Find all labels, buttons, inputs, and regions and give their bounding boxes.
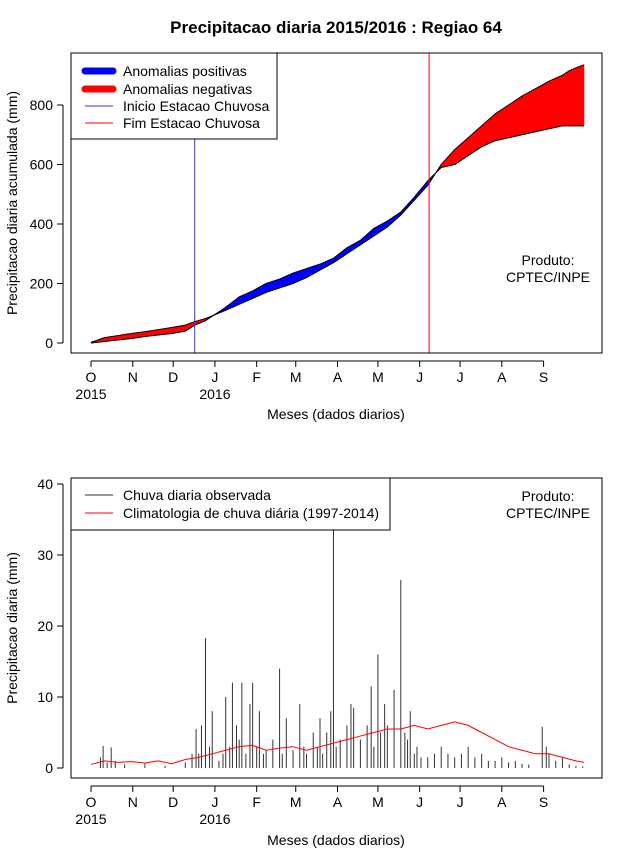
- legend-box: [70, 477, 391, 531]
- x-axis-cumulative: O N D J F M A M J J A S 2015 2016: [75, 360, 548, 402]
- x-tick-label: J: [416, 369, 423, 385]
- product-label: Produto:: [522, 488, 575, 504]
- legend-label-start: Inicio Estacao Chuvosa: [123, 98, 270, 114]
- y-axis-label-cumulative: Precipitacao diaria acumulada (mm): [4, 91, 20, 315]
- x-tick-label: A: [497, 369, 507, 385]
- y-tick-label: 400: [30, 216, 54, 232]
- observed-accumulation-line: [90, 125, 584, 344]
- y-axis-label-daily: Precipitacao diaria (mm): [4, 552, 20, 704]
- x-tick-label: J: [457, 794, 464, 810]
- y-tick-label: 20: [37, 618, 53, 634]
- legend-cumulative: Anomalias positivas Anomalias negativas …: [70, 52, 278, 140]
- x-tick-label: S: [539, 794, 548, 810]
- year-label: 2016: [199, 386, 230, 402]
- x-tick-label: J: [211, 794, 218, 810]
- chart-title: Precipitacao diaria 2015/2016 : Regiao 6…: [170, 18, 502, 37]
- x-tick-label: A: [333, 369, 343, 385]
- climatology-lines: [90, 721, 585, 765]
- y-tick-label: 800: [30, 97, 54, 113]
- x-tick-label: D: [168, 794, 178, 810]
- year-label: 2016: [199, 811, 230, 827]
- x-tick-label: J: [416, 794, 423, 810]
- x-tick-label: M: [372, 794, 384, 810]
- negative-anomaly-segment: [582, 64, 585, 127]
- x-tick-label: O: [86, 794, 97, 810]
- plot-frame-cumulative: [70, 52, 603, 354]
- year-label: 2015: [75, 811, 106, 827]
- x-tick-label: N: [128, 369, 138, 385]
- x-tick-label: J: [457, 369, 464, 385]
- x-tick-label: N: [128, 794, 138, 810]
- y-tick-label: 0: [45, 760, 53, 776]
- daily-panel: 0 10 20 30 40 O N D J F M A M J J A S 2015 2016 Precipita…: [4, 476, 603, 848]
- y-tick-label: 600: [30, 157, 54, 173]
- x-tick-label: S: [539, 369, 548, 385]
- product-source: CPTEC/INPE: [506, 505, 590, 521]
- legend-label-climatology: Climatologia de chuva diária (1997-2014): [123, 505, 379, 521]
- x-tick-label: M: [372, 369, 384, 385]
- x-tick-label: A: [497, 794, 507, 810]
- y-tick-label: 30: [37, 547, 53, 563]
- legend-label-positive: Anomalias positivas: [123, 63, 247, 79]
- x-tick-label: F: [252, 794, 261, 810]
- y-tick-label: 0: [45, 335, 53, 351]
- y-axis-daily: 0 10 20 30 40: [37, 476, 64, 776]
- x-tick-label: J: [211, 369, 218, 385]
- y-tick-label: 200: [30, 276, 54, 292]
- legend-label-negative: Anomalias negativas: [123, 81, 252, 97]
- x-tick-label: F: [252, 369, 261, 385]
- x-tick-label: A: [333, 794, 343, 810]
- observed-rain-bars: [99, 526, 584, 768]
- y-axis-cumulative: 0 200 400 600 800: [30, 97, 64, 351]
- climatology-accumulation-line: [90, 64, 585, 343]
- x-tick-label: O: [86, 369, 97, 385]
- x-axis-daily: O N D J F M A M J J A S 2015 2016: [75, 785, 548, 827]
- product-label: Produto:: [522, 252, 575, 268]
- x-tick-label: M: [290, 369, 302, 385]
- product-source: CPTEC/INPE: [506, 269, 590, 285]
- year-label: 2015: [75, 386, 106, 402]
- legend-box: [70, 52, 278, 140]
- x-axis-label-cumulative: Meses (dados diarios): [267, 406, 405, 422]
- legend-label-end: Fim Estacao Chuvosa: [123, 115, 260, 131]
- y-tick-label: 40: [37, 476, 53, 492]
- x-tick-label: M: [290, 794, 302, 810]
- climatology-daily-line: [90, 721, 585, 765]
- x-tick-label: D: [168, 369, 178, 385]
- legend-daily: Chuva diaria observada Climatologia de c…: [70, 477, 391, 531]
- legend-label-observed: Chuva diaria observada: [123, 487, 271, 503]
- y-tick-label: 10: [37, 689, 53, 705]
- cumulative-panel: 0 200 400 600 800 O N D J F M A M J J A S 2015 2016 Preci…: [4, 52, 603, 422]
- accumulation-lines: [90, 64, 585, 344]
- x-axis-label-daily: Meses (dados diarios): [267, 832, 405, 848]
